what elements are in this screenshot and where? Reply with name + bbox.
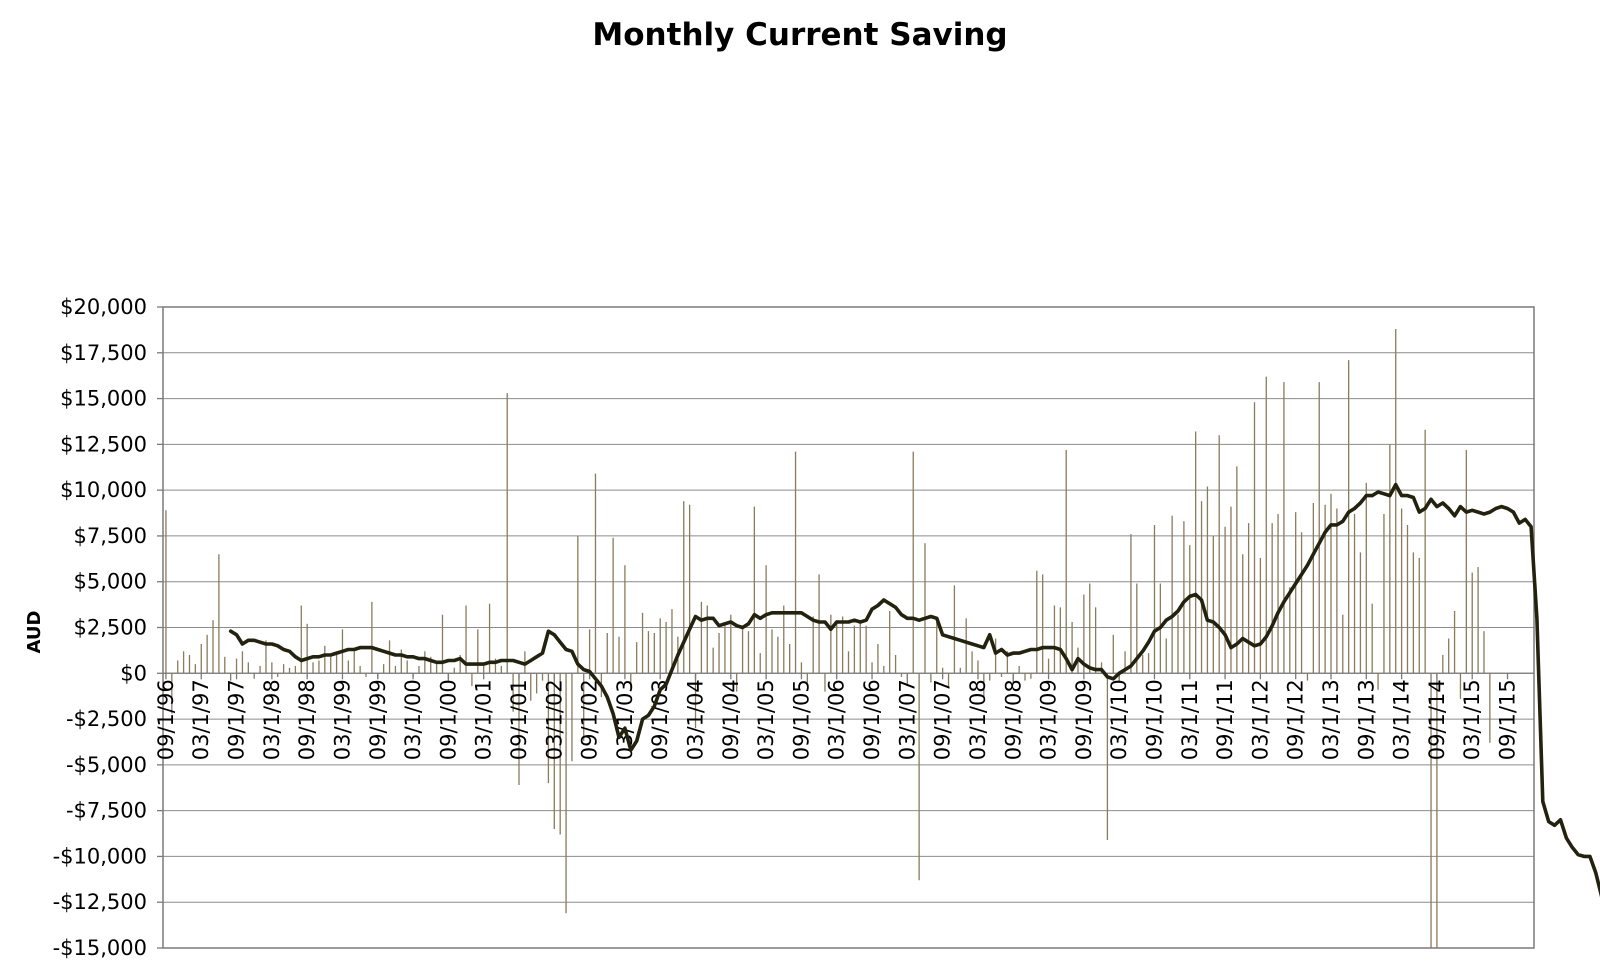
x-tick-label-0: 09/1/96 [154,679,178,760]
x-tick-label-9: 03/1/01 [472,679,496,760]
x-tick-label-34: 09/1/13 [1354,679,1378,760]
x-tick-label-4: 09/1/98 [295,679,319,760]
x-tick-label-12: 09/1/02 [578,679,602,760]
chart-title: Monthly Current Saving [592,17,1007,53]
y-tick-label-11: -$7,500 [66,799,147,823]
y-tick-label-14: -$15,000 [53,936,147,960]
y-tick-label-10: -$5,000 [66,753,147,777]
y-tick-label-13: -$12,500 [53,890,147,914]
x-tick-label-7: 03/1/00 [401,679,425,760]
x-tick-label-3: 03/1/98 [260,679,284,760]
y-axis-label: AUD [24,611,45,654]
x-tick-label-37: 03/1/15 [1460,679,1484,760]
line-series [228,482,1600,898]
x-tick-label-11: 03/1/02 [542,679,566,760]
x-tick-label-2: 09/1/97 [225,679,249,760]
x-tick-label-26: 09/1/09 [1072,679,1096,760]
y-tick-label-7: $2,500 [74,616,147,640]
x-tick-label-21: 03/1/07 [895,679,919,760]
x-tick-label-33: 03/1/13 [1319,679,1343,760]
x-tick-label-19: 03/1/06 [825,679,849,760]
x-tick-label-17: 03/1/05 [754,679,778,760]
x-tick-label-23: 03/1/08 [966,679,990,760]
x-tick-label-15: 03/1/04 [684,679,708,760]
x-tick-label-32: 09/1/12 [1284,679,1308,760]
y-tick-label-12: -$10,000 [53,844,147,868]
x-tick-label-30: 09/1/11 [1213,679,1237,760]
x-tick-label-10: 09/1/01 [507,679,531,760]
y-tick-label-3: $12,500 [60,432,147,456]
x-tick-label-24: 09/1/08 [1001,679,1025,760]
y-tick-label-2: $15,000 [60,387,147,411]
bar-series [165,328,1491,948]
x-tick-label-20: 09/1/06 [860,679,884,760]
y-tick-label-4: $10,000 [60,478,147,502]
x-tick-label-38: 09/1/15 [1496,679,1520,760]
x-tick-label-1: 03/1/97 [189,679,213,760]
x-tick-label-29: 03/1/11 [1178,679,1202,760]
x-tick-label-22: 09/1/07 [931,679,955,760]
x-tick-label-36: 09/1/14 [1425,679,1449,760]
y-tick-label-0: $20,000 [60,295,147,319]
y-tick-label-9: -$2,500 [66,707,147,731]
y-tick-label-1: $17,500 [60,341,147,365]
x-tick-label-27: 03/1/10 [1107,679,1131,760]
x-tick-label-35: 03/1/14 [1390,679,1414,760]
x-tick-label-25: 03/1/09 [1037,679,1061,760]
y-axis-ticks: $20,000 $17,500 $15,000 $12,500 $10,000 $7,50… [53,295,163,960]
x-tick-label-6: 09/1/99 [366,679,390,760]
grid-lines [163,352,1534,903]
x-tick-label-8: 09/1/00 [436,679,460,760]
x-tick-label-5: 03/1/99 [330,679,354,760]
line-series-0 [228,482,1600,898]
y-tick-label-6: $5,000 [74,570,147,594]
x-axis-ticks: 09/1/96 03/1/97 09/1/97 03/1/98 09/1/98 03/1/… [154,673,1520,760]
x-tick-label-18: 09/1/05 [789,679,813,760]
x-tick-label-28: 09/1/10 [1142,679,1166,760]
x-tick-label-31: 03/1/12 [1248,679,1272,760]
y-tick-label-5: $7,500 [74,524,147,548]
x-tick-label-16: 09/1/04 [719,679,743,760]
y-tick-label-8: $0 [120,661,147,685]
